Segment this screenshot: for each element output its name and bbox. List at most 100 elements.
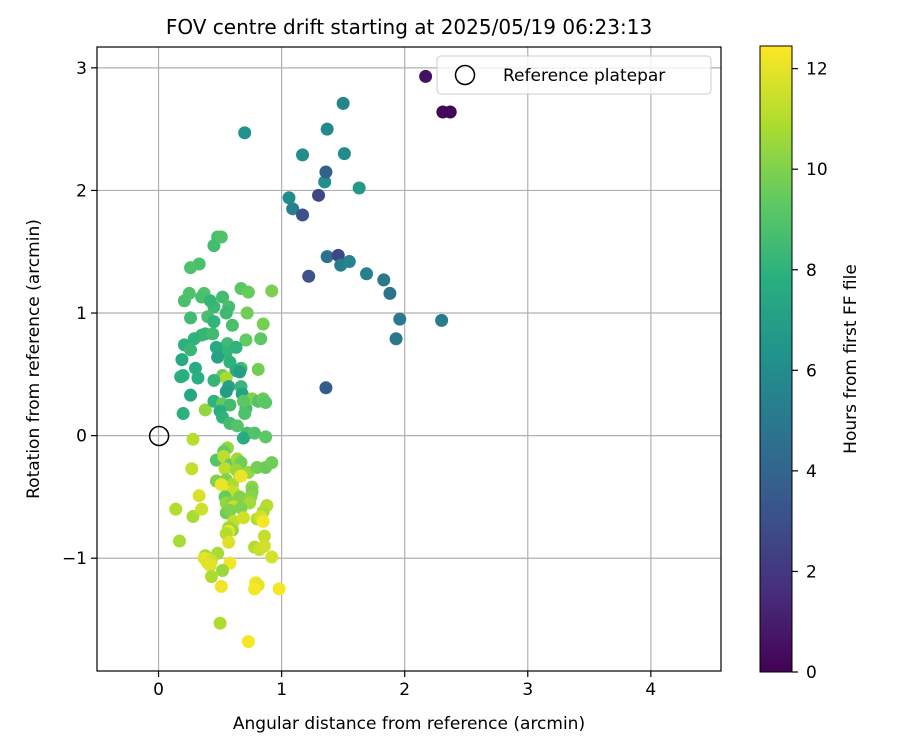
data-point [239, 333, 253, 347]
data-point [352, 181, 366, 195]
x-tick-label: 4 [645, 680, 656, 700]
data-point [360, 267, 374, 281]
data-point [195, 502, 209, 516]
data-point [336, 96, 350, 110]
data-point [184, 388, 198, 402]
data-point [229, 340, 243, 354]
data-point [175, 353, 189, 367]
data-point [225, 318, 239, 332]
data-point [234, 501, 248, 515]
data-point [257, 529, 271, 543]
data-point [203, 294, 217, 308]
data-point [257, 539, 271, 553]
y-axis-ticks: −1 0 1 2 3 [62, 59, 97, 569]
data-point [206, 327, 220, 341]
colorbar-ticks: 0 2 4 6 8 10 12 [792, 60, 828, 683]
x-axis-ticks: 0 1 2 3 4 [153, 671, 656, 700]
data-point [319, 381, 333, 395]
data-point [318, 175, 332, 189]
data-point [234, 469, 248, 483]
data-point [419, 69, 433, 83]
data-point [236, 394, 250, 408]
colorbar-tick-label: 0 [806, 663, 817, 683]
data-point [214, 230, 228, 244]
data-point [254, 332, 268, 346]
data-points [169, 69, 457, 649]
colorbar-tick-label: 10 [806, 160, 828, 180]
data-point [238, 126, 252, 140]
data-point [296, 208, 310, 222]
data-point [265, 456, 279, 470]
data-point [342, 255, 356, 269]
data-point [302, 269, 316, 283]
data-point [174, 370, 188, 384]
data-point [236, 511, 250, 525]
data-point [207, 373, 221, 387]
data-point [259, 396, 273, 410]
legend: Reference platepar [436, 55, 712, 95]
data-point [241, 285, 255, 299]
grid-lines [97, 47, 721, 671]
data-point [248, 582, 262, 596]
legend-entry: Reference platepar [503, 66, 665, 86]
data-point [256, 514, 270, 528]
data-point [191, 371, 205, 385]
data-point [319, 165, 333, 179]
chart-title: FOV centre drift starting at 2025/05/19 … [166, 15, 652, 39]
colorbar-tick-label: 6 [806, 361, 817, 381]
data-point [169, 502, 183, 516]
data-point [213, 616, 227, 630]
colorbar-tick-label: 2 [806, 562, 817, 582]
data-point [209, 340, 223, 354]
data-point [188, 361, 202, 375]
data-point [435, 313, 449, 327]
data-point [204, 570, 218, 584]
y-tick-label: 2 [76, 181, 87, 201]
data-point [207, 315, 221, 329]
data-point [218, 462, 232, 476]
data-point [184, 311, 198, 325]
data-point [176, 407, 190, 421]
data-point [207, 239, 221, 253]
data-point [223, 503, 237, 517]
data-point [233, 490, 247, 504]
data-point [241, 635, 255, 649]
data-point [184, 261, 198, 275]
x-tick-label: 2 [399, 680, 410, 700]
y-tick-label: 3 [76, 59, 87, 79]
data-point [233, 365, 247, 379]
data-point [236, 431, 250, 445]
colorbar-tick-label: 8 [806, 261, 817, 281]
data-point [265, 284, 279, 298]
x-tick-label: 3 [522, 680, 533, 700]
data-point [222, 535, 236, 549]
y-tick-label: 0 [76, 427, 87, 447]
data-point [296, 148, 310, 162]
data-point [259, 430, 273, 444]
data-point [214, 478, 228, 492]
x-tick-label: 1 [276, 680, 287, 700]
data-point [320, 250, 334, 264]
colorbar-label: Hours from first FF file [841, 264, 861, 454]
data-point [238, 407, 252, 421]
data-point [312, 188, 326, 202]
data-point [172, 534, 186, 548]
data-point [182, 286, 196, 300]
data-point [443, 105, 457, 119]
data-point [286, 202, 300, 216]
data-point [186, 432, 200, 446]
data-point [248, 426, 262, 440]
reference-point-marker [148, 425, 170, 447]
data-point [223, 398, 237, 412]
data-point [219, 384, 233, 398]
data-point [320, 122, 334, 136]
data-point [256, 317, 270, 331]
x-tick-label: 0 [153, 680, 164, 700]
data-point [192, 489, 206, 503]
data-point [331, 248, 345, 262]
x-axis-label: Angular distance from reference (arcmin) [233, 714, 585, 734]
data-point [265, 550, 279, 564]
data-point [216, 563, 230, 577]
data-point [184, 343, 198, 357]
